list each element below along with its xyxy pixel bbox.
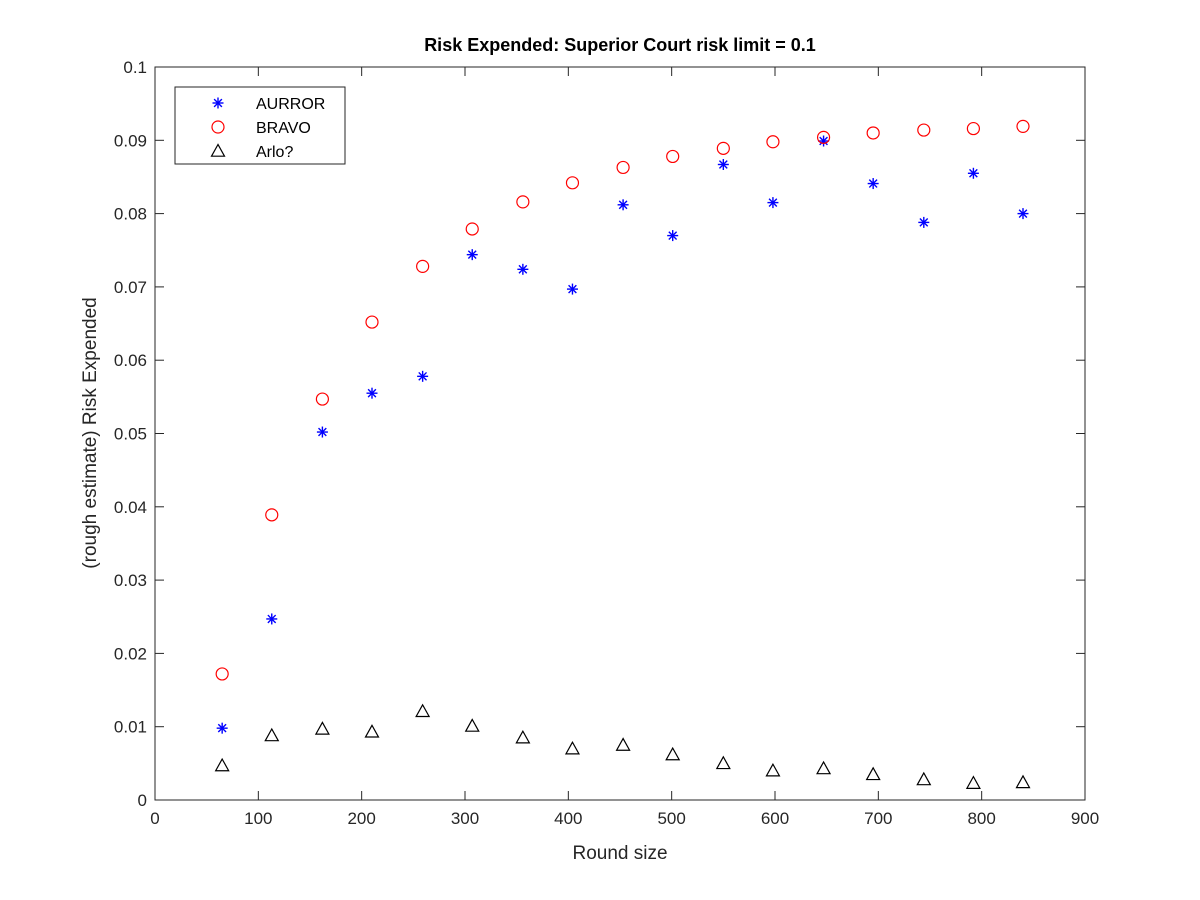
- arlo-point: [1015, 774, 1031, 789]
- arlo-point: [564, 740, 580, 755]
- aurror-point: [316, 426, 328, 438]
- bravo-point: [565, 176, 580, 190]
- arlo-point: [916, 771, 932, 786]
- y-tick-label: 0: [138, 791, 147, 810]
- arlo-point: [816, 760, 832, 775]
- bravo-point: [265, 508, 279, 522]
- bravo-point: [766, 135, 780, 149]
- arlo-point: [364, 724, 380, 738]
- aurror-point: [767, 197, 779, 209]
- bravo-point: [716, 141, 730, 155]
- arlo-point: [264, 727, 280, 742]
- bravo-point: [917, 123, 931, 137]
- arlo-point: [515, 729, 531, 744]
- bravo-point: [215, 667, 229, 681]
- x-tick-label: 0: [150, 809, 159, 828]
- aurror-point: [517, 263, 529, 275]
- y-tick-label: 0.03: [114, 571, 147, 590]
- arlo-point: [314, 721, 330, 735]
- aurror-point: [566, 283, 578, 295]
- legend-label-aurror: AURROR: [256, 96, 325, 113]
- aurror-point: [466, 249, 478, 261]
- x-tick-label: 100: [244, 809, 272, 828]
- aurror-point: [1017, 208, 1029, 220]
- bravo-point: [465, 222, 479, 236]
- aurror-point: [617, 199, 629, 211]
- x-tick-label: 200: [347, 809, 375, 828]
- bravo-point: [1016, 119, 1030, 133]
- aurror-point: [667, 230, 679, 242]
- legend-marker-aurror: [212, 97, 224, 109]
- x-tick-label: 500: [657, 809, 685, 828]
- bravo-point: [666, 149, 680, 164]
- bravo-point: [416, 259, 430, 273]
- arlo-point: [464, 718, 480, 732]
- aurror-point: [366, 387, 378, 399]
- bravo-point: [365, 315, 379, 329]
- arlo-point: [415, 703, 431, 718]
- arlo-point: [765, 762, 781, 777]
- arlo-point: [615, 737, 631, 751]
- aurror-point: [216, 722, 228, 734]
- x-tick-label: 700: [864, 809, 892, 828]
- bravo-point: [315, 392, 329, 406]
- aurror-point: [818, 135, 830, 147]
- aurror-point: [967, 167, 979, 179]
- x-tick-label: 600: [761, 809, 789, 828]
- y-axis-label: (rough estimate) Risk Expended: [80, 297, 101, 568]
- x-tick-label: 300: [451, 809, 479, 828]
- x-axis-label: Round size: [572, 843, 667, 864]
- bravo-point: [816, 130, 831, 144]
- y-tick-label: 0.1: [123, 58, 147, 77]
- arlo-point: [214, 757, 230, 772]
- arlo-point: [965, 775, 981, 789]
- plot-area: [154, 66, 1086, 801]
- x-axis: 0 100 200 300 400 500 600 700 800 900: [150, 67, 1099, 828]
- legend: AURROR BRAVO Arlo?: [174, 86, 346, 165]
- aurror-point: [266, 613, 278, 625]
- aurror-point: [417, 370, 429, 382]
- y-tick-label: 0.04: [114, 498, 147, 517]
- y-tick-label: 0.01: [114, 718, 147, 737]
- y-tick-label: 0.08: [114, 205, 147, 224]
- bravo-point: [616, 160, 630, 175]
- chart-title: Risk Expended: Superior Court risk limit…: [424, 35, 816, 55]
- y-tick-label: 0.09: [114, 131, 147, 150]
- x-tick-label: 400: [554, 809, 582, 828]
- y-axis: 0 0.01 0.02 0.03 0.04 0.05 0.06 0.07 0.08 0.09 0.1: [114, 58, 1085, 810]
- aurror-point: [717, 158, 729, 170]
- bravo-point: [516, 195, 530, 209]
- aurror-point: [867, 178, 879, 190]
- y-tick-label: 0.07: [114, 278, 147, 297]
- y-tick-label: 0.05: [114, 425, 147, 444]
- x-tick-label: 800: [967, 809, 995, 828]
- legend-marker-bravo: [211, 120, 225, 134]
- legend-box: [174, 86, 346, 165]
- legend-marker-arlo: [210, 143, 226, 157]
- y-tick-label: 0.06: [114, 351, 147, 370]
- bravo-point: [966, 121, 981, 136]
- arlo-point: [665, 746, 681, 761]
- data-points: [214, 119, 1031, 789]
- legend-label-arlo: Arlo?: [256, 144, 293, 161]
- y-tick-label: 0.02: [114, 644, 147, 663]
- x-tick-label: 900: [1071, 809, 1099, 828]
- bravo-point: [866, 126, 880, 140]
- arlo-point: [865, 766, 881, 781]
- legend-label-bravo: BRAVO: [256, 120, 311, 137]
- aurror-point: [918, 216, 930, 228]
- arlo-point: [715, 755, 731, 770]
